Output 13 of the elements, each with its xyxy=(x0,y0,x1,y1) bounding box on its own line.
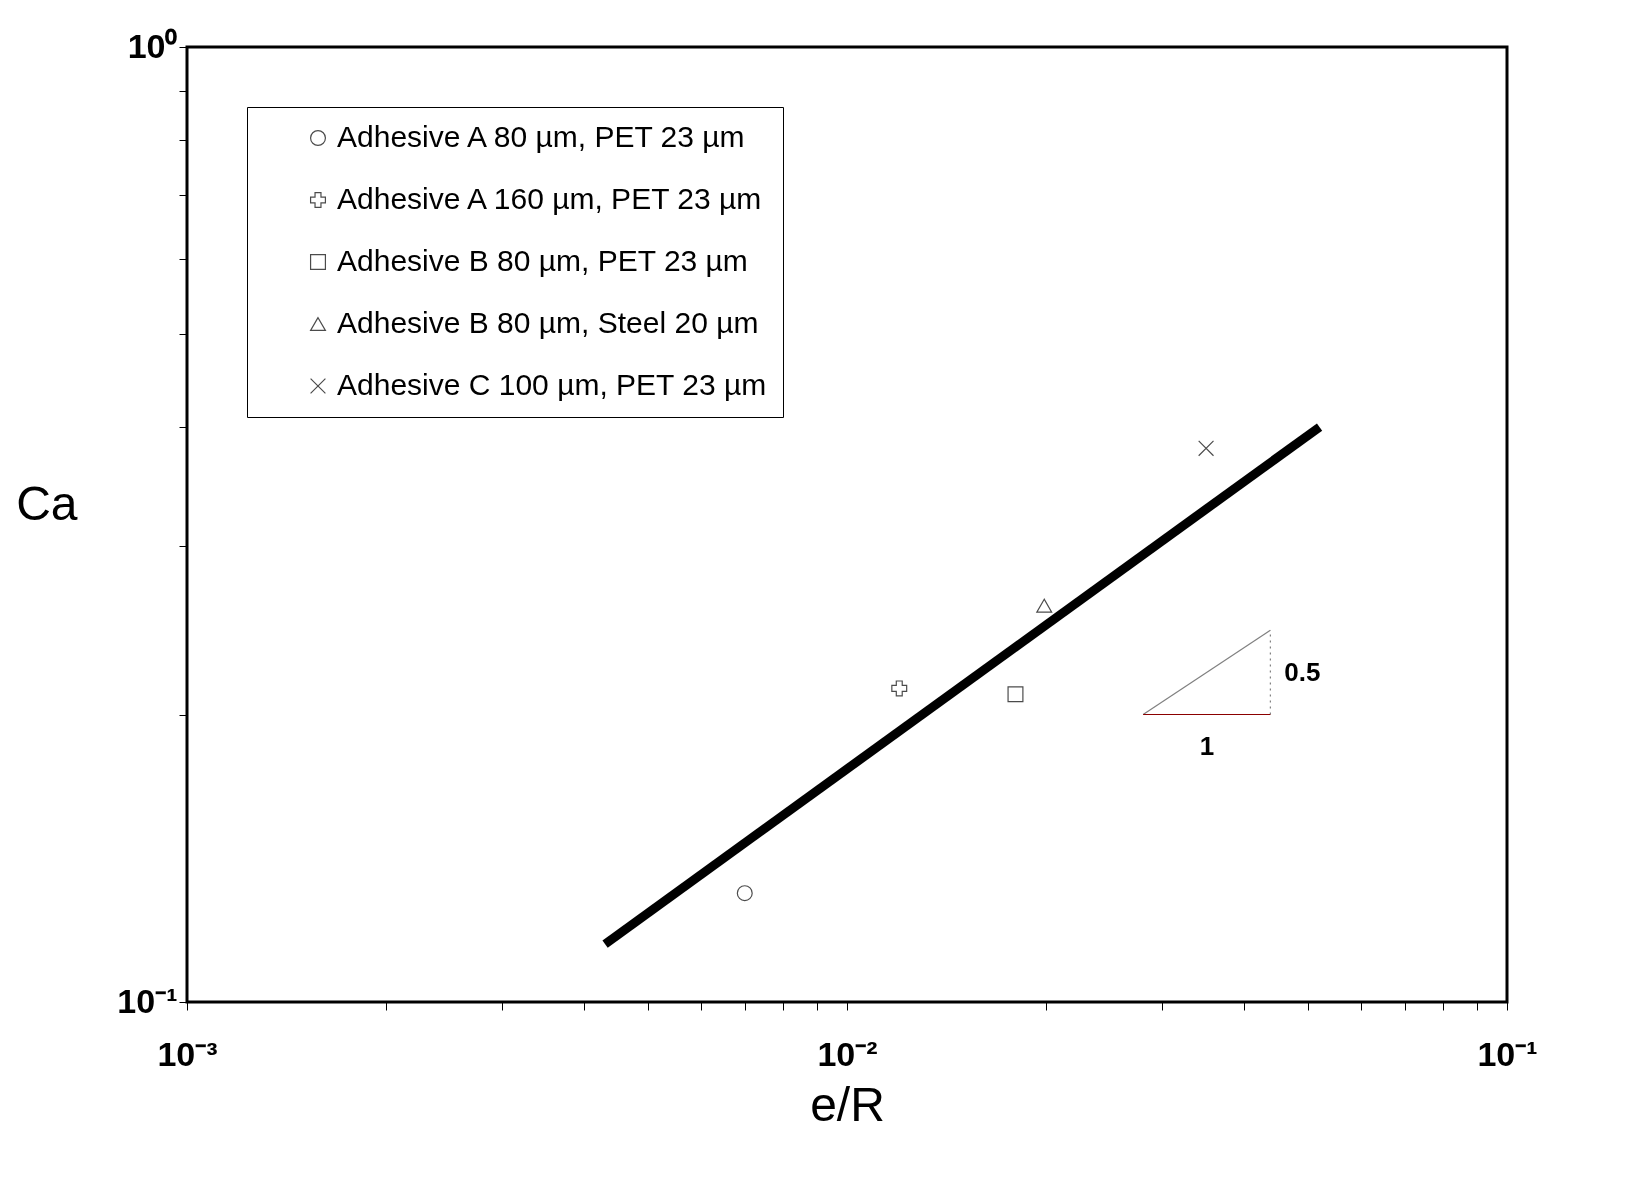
x-tick-label: 10⁻¹ xyxy=(1477,1034,1538,1073)
x-tick-label: 10⁻³ xyxy=(157,1034,218,1073)
annotation: 0.5 xyxy=(1284,657,1321,688)
y-axis-title: Ca xyxy=(16,476,78,530)
y-tick-label: 10⁰ xyxy=(127,26,178,65)
legend-label: Adhesive C 100 µm, PET 23 µm xyxy=(337,368,767,401)
legend-label: Adhesive A 160 µm, PET 23 µm xyxy=(337,182,762,215)
legend-label: Adhesive B 80 µm, Steel 20 µm xyxy=(337,306,759,339)
x-axis-title: e/R xyxy=(810,1077,885,1131)
legend-label: Adhesive B 80 µm, PET 23 µm xyxy=(337,244,748,277)
x-tick-label: 10⁻² xyxy=(817,1034,878,1073)
annotation: 1 xyxy=(1199,730,1215,761)
legend-label: Adhesive A 80 µm, PET 23 µm xyxy=(337,120,745,153)
